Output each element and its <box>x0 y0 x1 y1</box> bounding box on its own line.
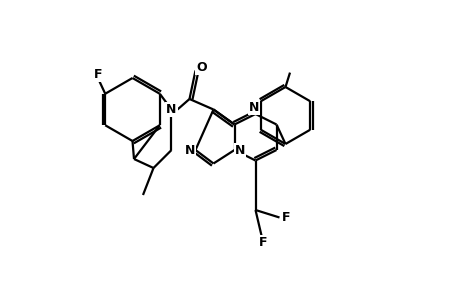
Text: F: F <box>258 236 267 249</box>
Text: F: F <box>93 68 102 81</box>
Text: O: O <box>196 61 207 74</box>
Text: N: N <box>248 101 258 114</box>
Text: N: N <box>166 103 176 116</box>
Text: N: N <box>185 143 195 157</box>
Text: F: F <box>281 211 290 224</box>
Text: N: N <box>234 143 245 157</box>
